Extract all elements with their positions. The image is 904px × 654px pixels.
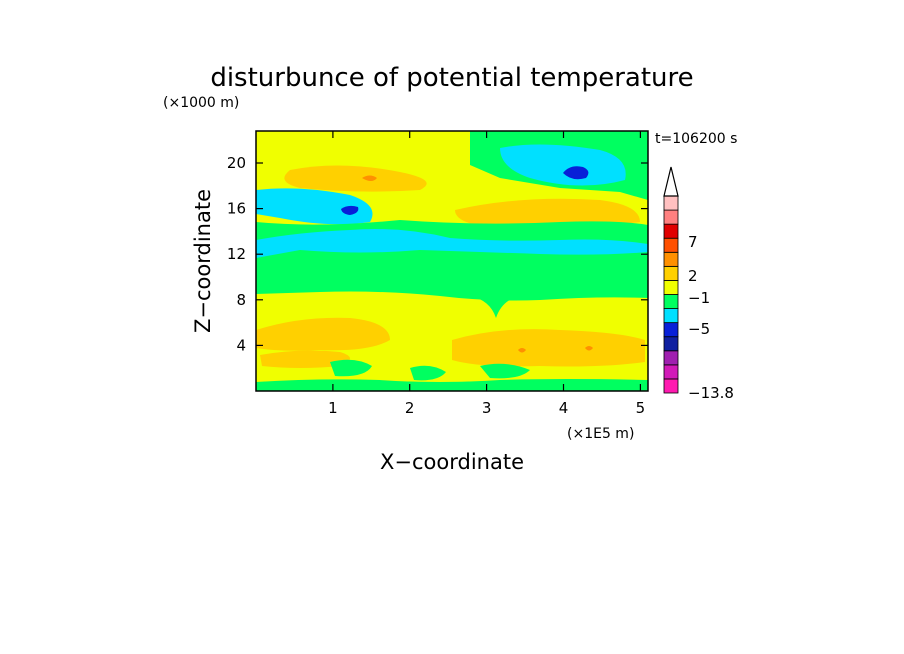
colorbar-bins — [663, 195, 679, 394]
contour-top-darkorange — [362, 175, 377, 181]
colorbar-bin — [663, 265, 679, 281]
time-label: t=106200 s — [655, 131, 737, 147]
colorbar-bin — [663, 195, 679, 211]
y-tick-label: 8 — [236, 291, 246, 309]
colorbar-bin — [663, 237, 679, 253]
contour-green-band — [256, 220, 648, 301]
y-tick-labels: 4 8 12 16 20 — [227, 154, 246, 354]
contour-lower-orange-left — [256, 317, 390, 351]
colorbar-label: 7 — [688, 233, 698, 251]
chart-title: disturbunce of potential temperature — [210, 63, 693, 93]
colorbar-bin — [663, 322, 679, 338]
colorbar-label: −1 — [688, 289, 710, 307]
contour-top-cyan — [500, 144, 626, 186]
y-axis-label: Z−coordinate — [191, 189, 215, 333]
x-tick-label: 1 — [328, 399, 338, 417]
colorbar-bin — [663, 364, 679, 380]
contour-lower-orange-right — [452, 329, 645, 367]
colorbar-label: −5 — [688, 320, 710, 338]
contour-cyan-left — [256, 188, 373, 225]
contour-mid-speck — [318, 265, 332, 271]
contour-bottom-patch-1 — [330, 359, 372, 377]
colorbar: 7 2 −1 −5 −13.8 — [663, 166, 734, 402]
y-tick-label: 4 — [236, 336, 246, 354]
axis-ticks — [256, 131, 648, 391]
contour-bottom-patch-3 — [410, 365, 446, 381]
x-tick-label: 4 — [559, 399, 569, 417]
contour-upper-yellow — [256, 131, 476, 178]
contour-bottom-patch-2 — [480, 363, 530, 379]
colorbar-bin — [663, 294, 679, 309]
contour-dot-1 — [518, 348, 526, 353]
contour-green-dip — [470, 296, 520, 318]
colorbar-bin — [663, 280, 679, 295]
x-axis-label: X−coordinate — [380, 450, 524, 474]
contour-lower-orange-left2 — [260, 350, 350, 368]
x-tick-labels: 1 2 3 4 5 — [328, 399, 645, 417]
contour-top-blue — [563, 166, 589, 180]
colorbar-bin — [663, 336, 679, 352]
plot-frame — [255, 130, 649, 392]
colorbar-bin — [663, 251, 679, 267]
colorbar-label: 2 — [688, 267, 698, 285]
colorbar-bin — [663, 209, 679, 225]
z-unit-label: (×1000 m) — [163, 95, 239, 111]
x-tick-label: 5 — [636, 399, 646, 417]
contour-dot-2 — [585, 346, 593, 351]
contour-blue-left — [341, 205, 359, 215]
x-unit-label: (×1E5 m) — [567, 426, 634, 442]
colorbar-bin — [663, 223, 679, 239]
y-tick-label: 16 — [227, 200, 246, 218]
contour-bottom-green — [256, 379, 648, 391]
colorbar-bin — [663, 350, 679, 366]
colorbar-bin — [663, 308, 679, 324]
x-tick-label: 3 — [482, 399, 492, 417]
colorbar-label: −13.8 — [688, 384, 734, 402]
contour-top-orange — [284, 165, 427, 192]
y-tick-label: 20 — [227, 154, 246, 172]
y-tick-label: 12 — [227, 245, 246, 263]
colorbar-extend-arrow — [663, 166, 679, 197]
x-tick-label: 2 — [405, 399, 415, 417]
colorbar-bin — [663, 378, 679, 394]
contour-cyan-band — [256, 229, 648, 258]
contour-upper-orange — [455, 198, 640, 229]
contour-field — [256, 131, 648, 391]
